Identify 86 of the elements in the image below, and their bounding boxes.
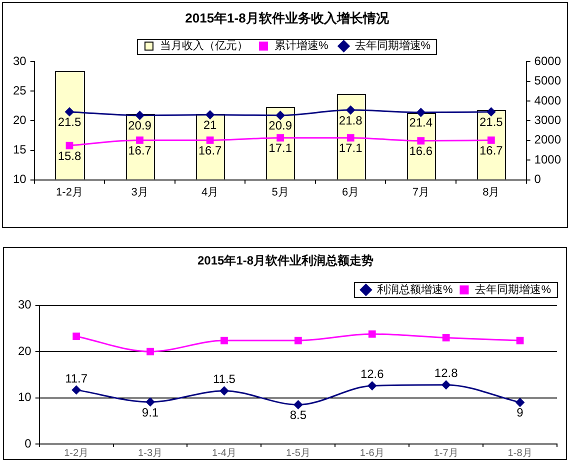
y2-tick-label: 5000 — [534, 74, 562, 88]
y2-tick-label: 2000 — [534, 132, 562, 147]
point — [346, 134, 354, 142]
chart-title: 2015年1-8月软件业务收入增长情况 — [185, 10, 390, 26]
point — [206, 110, 215, 120]
point — [146, 397, 155, 406]
x-tick-label: 7月 — [412, 186, 430, 198]
x-tick-label: 5月 — [272, 186, 289, 198]
point — [442, 334, 450, 342]
data-label: 16.7 — [128, 144, 152, 158]
data-label: 20.9 — [268, 118, 292, 133]
point — [64, 107, 74, 116]
point — [368, 381, 377, 390]
point — [66, 142, 74, 150]
point — [516, 336, 524, 344]
y-tick-label: 20 — [12, 113, 27, 128]
x-tick-label: 1-4月 — [212, 448, 236, 459]
data-label: 12.8 — [434, 366, 458, 380]
point — [294, 336, 302, 344]
data-label: 21 — [203, 118, 218, 132]
point — [220, 386, 229, 396]
y-tick-label: 10 — [12, 172, 27, 186]
y-tick-label: 15 — [12, 142, 27, 157]
point — [346, 106, 356, 115]
point — [417, 137, 425, 144]
y2-tick-label: 1000 — [534, 152, 562, 166]
data-label: 21.5 — [479, 115, 504, 130]
y-tick-label: 25 — [12, 83, 27, 98]
y-tick-label: 20 — [18, 344, 32, 358]
x-tick-label: 8月 — [482, 186, 500, 198]
x-tick-label: 1-6月 — [360, 448, 384, 459]
legend-label: 当月收入（亿元） — [160, 39, 248, 52]
data-label: 16.7 — [479, 144, 504, 158]
point — [206, 136, 214, 144]
legend-label: 累计增速% — [274, 39, 328, 52]
point — [516, 398, 525, 407]
point — [72, 385, 81, 394]
y2-tick-label: 0 — [534, 172, 542, 186]
point — [416, 108, 426, 117]
point — [276, 134, 284, 142]
legend-label: 去年同期增速% — [475, 282, 552, 296]
data-label: 9 — [516, 406, 524, 420]
y2-tick-label: 4000 — [534, 93, 562, 108]
y-tick-label: 0 — [24, 436, 32, 450]
point — [135, 110, 144, 120]
data-label: 11.5 — [212, 372, 236, 386]
x-tick-label: 3月 — [131, 186, 148, 198]
x-tick-label: 1-5月 — [286, 448, 310, 459]
data-label: 20.9 — [128, 118, 152, 133]
data-label: 17.1 — [338, 141, 363, 156]
data-label: 16.6 — [409, 144, 433, 158]
x-tick-label: 1-2月 — [64, 448, 89, 459]
chart-title: 2015年1-8月软件业利润总额走势 — [197, 254, 374, 268]
x-tick-label: 6月 — [342, 186, 360, 198]
point — [72, 332, 80, 340]
data-label: 17.1 — [268, 141, 292, 156]
point — [136, 136, 144, 144]
legend-label: 去年同期增速% — [354, 39, 431, 52]
x-tick-label: 1-2月 — [56, 186, 83, 198]
x-tick-label: 1-7月 — [434, 448, 458, 459]
y-tick-label: 10 — [18, 390, 32, 404]
point — [487, 136, 495, 144]
point — [294, 400, 303, 410]
data-label: 16.7 — [198, 144, 222, 158]
data-label: 15.8 — [58, 148, 82, 163]
point — [220, 336, 228, 344]
y-tick-label: 30 — [12, 54, 27, 68]
data-label: 12.6 — [360, 367, 384, 382]
data-label: 9.1 — [142, 405, 159, 420]
point — [276, 110, 285, 120]
point — [442, 380, 451, 390]
point — [368, 330, 376, 338]
x-tick-label: 1-3月 — [138, 448, 162, 459]
x-tick-label: 4月 — [201, 186, 219, 198]
data-label: 11.7 — [65, 371, 88, 386]
point — [146, 348, 154, 356]
data-label: 21.8 — [338, 113, 363, 128]
y2-tick-label: 3000 — [534, 113, 562, 128]
legend-label: 利润总额增速% — [376, 282, 453, 296]
y2-tick-label: 6000 — [534, 54, 562, 68]
x-tick-label: 1-8月 — [508, 448, 532, 459]
point — [486, 107, 496, 116]
data-label: 21.4 — [409, 116, 433, 130]
data-label: 8.5 — [290, 408, 307, 422]
y-tick-label: 30 — [18, 298, 32, 312]
data-label: 21.5 — [58, 115, 82, 130]
